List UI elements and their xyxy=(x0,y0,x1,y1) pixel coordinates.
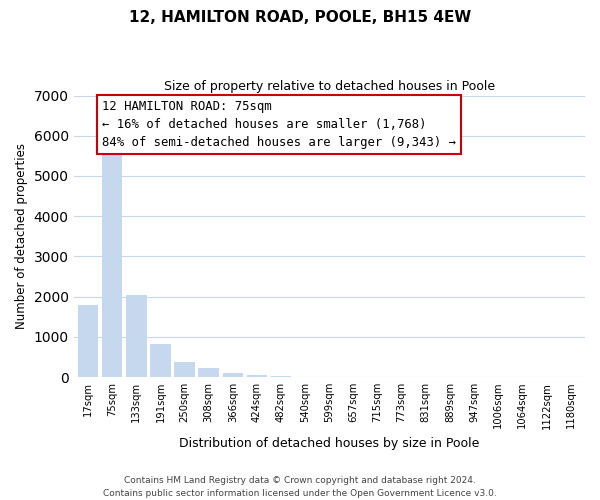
Bar xyxy=(199,368,219,377)
X-axis label: Distribution of detached houses by size in Poole: Distribution of detached houses by size … xyxy=(179,437,479,450)
Bar xyxy=(102,146,122,377)
Bar xyxy=(150,344,170,377)
Title: Size of property relative to detached houses in Poole: Size of property relative to detached ho… xyxy=(164,80,495,93)
Bar xyxy=(247,375,267,377)
Bar xyxy=(126,294,146,377)
Text: 12, HAMILTON ROAD, POOLE, BH15 4EW: 12, HAMILTON ROAD, POOLE, BH15 4EW xyxy=(129,10,471,25)
Bar xyxy=(271,376,291,377)
Bar xyxy=(174,362,195,377)
Text: 12 HAMILTON ROAD: 75sqm
← 16% of detached houses are smaller (1,768)
84% of semi: 12 HAMILTON ROAD: 75sqm ← 16% of detache… xyxy=(101,100,455,149)
Bar xyxy=(78,306,98,377)
Y-axis label: Number of detached properties: Number of detached properties xyxy=(15,144,28,330)
Text: Contains HM Land Registry data © Crown copyright and database right 2024.
Contai: Contains HM Land Registry data © Crown c… xyxy=(103,476,497,498)
Bar xyxy=(223,373,243,377)
